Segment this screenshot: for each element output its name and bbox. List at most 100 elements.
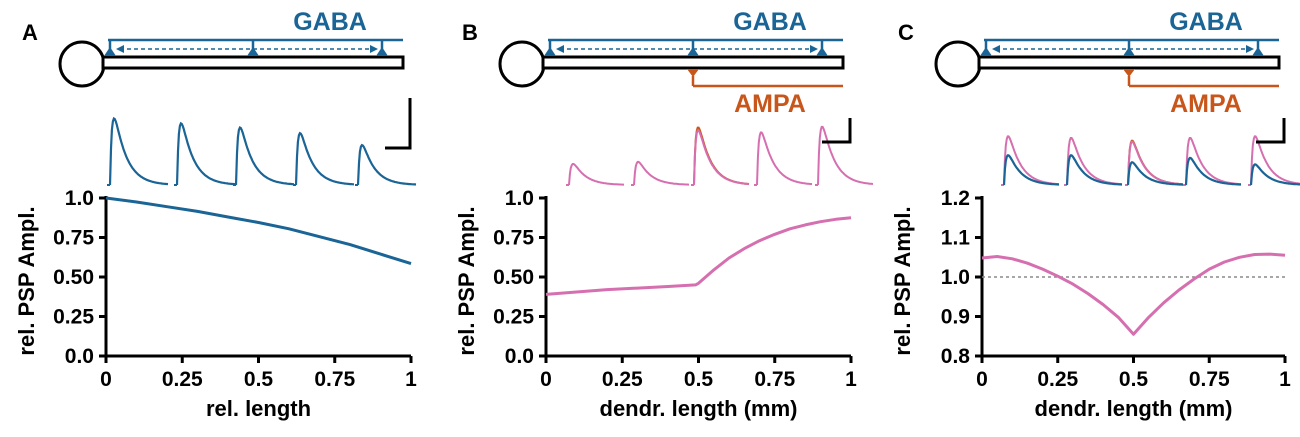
y-tick-label: 0.75 — [53, 227, 94, 250]
gaba-synapse-icon — [376, 47, 388, 56]
gaba-trace — [175, 121, 236, 186]
neuron-schematic-b: B GABA AMPA — [462, 8, 845, 118]
x-tick-label: 0.5 — [1119, 368, 1149, 391]
dendrite-cable — [541, 55, 845, 70]
psp-trace — [631, 160, 689, 186]
psp-trace — [1125, 139, 1184, 186]
gaba-trace — [1184, 156, 1241, 186]
combined-trace — [817, 125, 874, 186]
y-tick-label: 1.1 — [941, 227, 971, 250]
y-tick-label: 0.25 — [53, 306, 94, 329]
combined-trace — [1250, 135, 1300, 186]
gaba-trace — [108, 116, 169, 186]
gaba-trace — [356, 143, 417, 186]
gaba-trace — [294, 131, 354, 186]
dendrite-cable — [977, 55, 1281, 70]
chart-b: 0.0 0.25 0.50 0.75 1.0 0 0.25 0.5 0.75 1 dendr. le… — [454, 187, 857, 421]
chart-a: 0.0 0.25 0.50 0.75 1.0 0 0.25 0.5 0.75 1 rel. leng… — [14, 187, 417, 421]
y-tick-label: 1.0 — [65, 187, 94, 210]
combined-trace — [633, 160, 689, 186]
y-axis-label: rel. PSP Ampl. — [890, 206, 915, 355]
gaba-synapse-icon — [687, 47, 699, 56]
arrow-left-icon — [992, 45, 1000, 53]
psp-trace — [355, 143, 417, 186]
psp-trace — [1001, 135, 1060, 186]
ampa-synapse-icon — [687, 69, 699, 77]
dendrite-cable — [101, 55, 405, 70]
psp-traces-b — [566, 118, 874, 186]
gaba-trace — [1126, 161, 1183, 186]
x-tick-label: 0 — [100, 368, 112, 391]
x-axis-label: rel. length — [206, 396, 311, 421]
x-tick-label: 0.75 — [754, 368, 795, 391]
scale-bar — [385, 98, 412, 150]
gaba-label: GABA — [1169, 8, 1243, 36]
combined-trace — [1127, 140, 1184, 186]
y-tick-label: 0.0 — [65, 345, 94, 368]
psp-trace — [754, 131, 813, 186]
y-tick-label: 0.25 — [493, 306, 534, 329]
chart-c: 0.8 0.9 1.0 1.1 1.2 0 0.25 0.5 0.75 1 dendr. lengt… — [890, 187, 1291, 421]
series-line — [981, 252, 1286, 336]
gaba-trace — [1065, 154, 1122, 186]
scale-bar — [1256, 118, 1286, 144]
psp-trace — [815, 125, 874, 186]
neuron-schematic-a: A GABA — [22, 8, 405, 88]
x-tick-label: 1 — [845, 368, 857, 391]
y-tick-label: 0.50 — [493, 266, 534, 289]
gaba-synapse-icon — [104, 47, 116, 56]
panel-letter: C — [898, 20, 914, 45]
psp-traces-c — [1001, 118, 1300, 186]
y-tick-label: 1.0 — [505, 187, 534, 210]
x-tick-label: 1 — [1279, 368, 1291, 391]
gaba-synapse-icon — [1123, 47, 1135, 56]
x-tick-label: 1 — [405, 368, 417, 391]
gaba-synapse-icon — [544, 47, 556, 56]
series-line — [105, 196, 412, 266]
gaba-trace — [1002, 154, 1059, 186]
psp-trace — [107, 116, 169, 186]
soma-circle — [498, 40, 546, 88]
gaba-label: GABA — [293, 8, 367, 36]
x-tick-label: 0.25 — [602, 368, 643, 391]
neuron-schematic-c: C GABA AMPA — [898, 8, 1281, 118]
gaba-synapse-icon — [1252, 47, 1264, 56]
y-axis-label: rel. PSP Ampl. — [454, 206, 479, 355]
gaba-synapse-icon — [816, 47, 828, 56]
x-tick-label: 0.25 — [162, 368, 203, 391]
combined-trace — [756, 131, 813, 186]
soma-circle — [934, 40, 982, 88]
panel-letter: B — [462, 20, 478, 45]
x-axis-label: dendr. length (mm) — [600, 396, 798, 421]
arrow-right-icon — [370, 45, 378, 53]
psp-trace — [293, 131, 354, 186]
gaba-synapse-icon — [247, 47, 259, 56]
series-line — [545, 216, 852, 296]
x-tick-label: 0.25 — [1037, 368, 1078, 391]
panel-letter: A — [22, 20, 38, 45]
gaba-trace — [234, 126, 294, 186]
ampa-label: AMPA — [734, 90, 806, 118]
psp-traces-a — [107, 98, 417, 186]
combined-trace — [568, 163, 624, 186]
y-tick-label: 1.2 — [941, 187, 970, 210]
arrow-right-icon — [810, 45, 818, 53]
x-tick-label: 0.5 — [244, 368, 274, 391]
x-tick-label: 0 — [540, 368, 552, 391]
ampa-synapse-icon — [1123, 69, 1135, 77]
x-tick-label: 0.75 — [1189, 368, 1230, 391]
x-tick-label: 0.75 — [314, 368, 355, 391]
psp-trace — [174, 121, 236, 186]
y-tick-label: 0.9 — [941, 306, 970, 329]
psp-trace — [566, 163, 624, 186]
gaba-synapse-icon — [980, 47, 992, 56]
y-tick-label: 0.0 — [505, 345, 534, 368]
gaba-label: GABA — [733, 8, 807, 36]
ampa-label: AMPA — [1170, 90, 1242, 118]
arrow-left-icon — [116, 45, 124, 53]
y-tick-label: 0.50 — [53, 266, 94, 289]
psp-trace — [1248, 135, 1300, 186]
x-axis-label: dendr. length (mm) — [1035, 396, 1233, 421]
gaba-trace — [1249, 163, 1300, 186]
